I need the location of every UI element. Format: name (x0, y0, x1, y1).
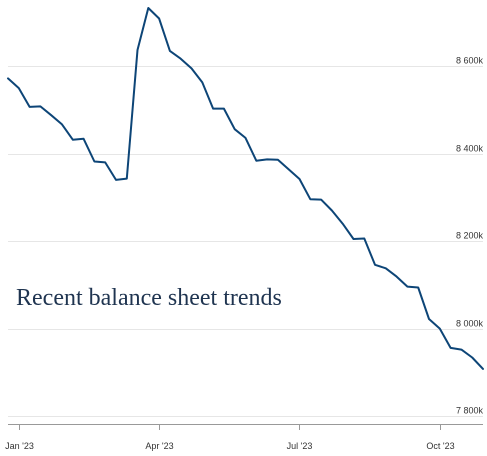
y-axis-labels: 7 800k 8 000k 8 200k 8 400k 8 600k (456, 56, 484, 416)
series (7, 7, 484, 370)
gridlines (8, 66, 483, 417)
x-axis (8, 424, 483, 430)
series-line (7, 7, 484, 370)
y-tick-label: 8 400k (456, 144, 484, 154)
x-tick-label: Oct '23 (426, 441, 454, 451)
x-axis-labels: Jan '23 Apr '23 Jul '23 Oct '23 (5, 441, 454, 451)
chart-title: Recent balance sheet trends (16, 285, 282, 311)
y-tick-label: 8 600k (456, 56, 484, 66)
x-tick-label: Apr '23 (145, 441, 173, 451)
y-tick-label: 8 000k (456, 319, 484, 329)
x-tick-label: Jul '23 (287, 441, 313, 451)
y-tick-label: 7 800k (456, 406, 484, 416)
x-tick-label: Jan '23 (5, 441, 34, 451)
y-tick-label: 8 200k (456, 231, 484, 241)
